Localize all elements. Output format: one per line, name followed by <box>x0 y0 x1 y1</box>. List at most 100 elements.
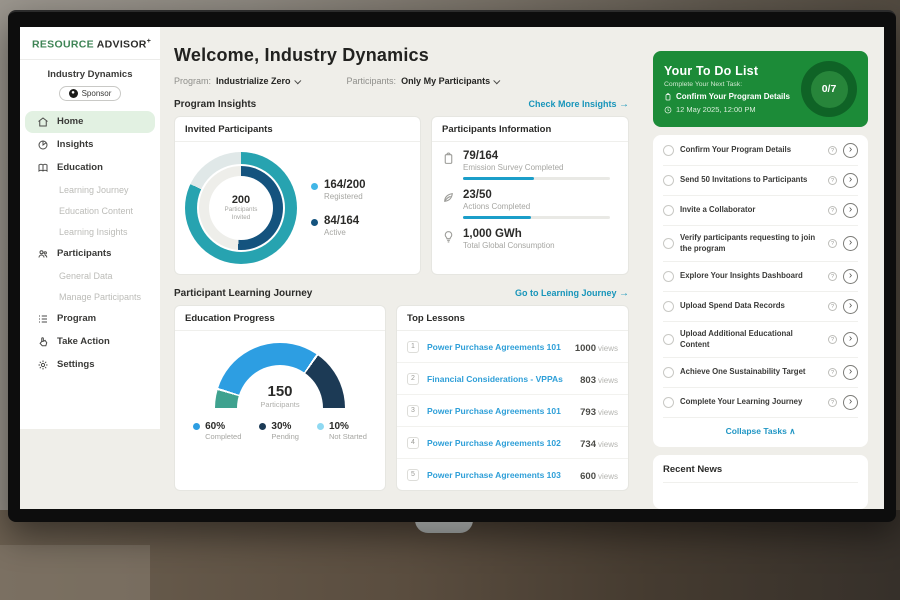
sidebar-item-insights[interactable]: Insights <box>25 134 155 156</box>
monitor-stand <box>415 520 473 533</box>
education-gauge-chart: 150 Participants <box>215 343 345 409</box>
lesson-link[interactable]: Power Purchase Agreements 101 <box>427 405 561 416</box>
sponsor-badge[interactable]: ● Sponsor <box>58 85 122 101</box>
chevron-down-icon <box>293 76 301 84</box>
lesson-row[interactable]: 1 Power Purchase Agreements 101 1000 view… <box>397 331 628 363</box>
sidebar-item-take-action[interactable]: Take Action <box>25 331 155 353</box>
todo-item[interactable]: Confirm Your Program Details ? › <box>663 136 858 166</box>
go-to-learning-journey-link[interactable]: Go to Learning Journey → <box>514 288 629 299</box>
todo-item[interactable]: Complete Your Learning Journey ? › <box>663 388 858 419</box>
lesson-link[interactable]: Power Purchase Agreements 103 <box>427 469 561 480</box>
sidebar-item-education[interactable]: Education <box>25 157 155 179</box>
chevron-right-button[interactable]: › <box>843 332 858 348</box>
legend-item-active: 84/164 Active <box>311 215 366 237</box>
todo-item-label: Upload Spend Data Records <box>680 301 785 311</box>
sidebar-item-learning-journey[interactable]: Learning Journey <box>59 184 129 195</box>
chevron-right-button[interactable]: › <box>843 269 858 285</box>
collapse-tasks-link[interactable]: Collapse Tasks ∧ <box>725 426 796 437</box>
chevron-right-button[interactable]: › <box>843 143 858 158</box>
list-icon <box>37 313 49 325</box>
lesson-row[interactable]: 2 Financial Considerations - VPPAs 803 vi… <box>397 363 628 395</box>
stat-value: 79/164 <box>463 150 499 162</box>
checkbox[interactable] <box>663 334 674 346</box>
stat-global-consumption: 1,000 GWh Total Global Consumption <box>442 228 616 250</box>
pie-chart-icon <box>37 139 49 151</box>
sponsor-badge-icon: ● <box>68 88 78 98</box>
lesson-rank: 4 <box>407 436 419 449</box>
arrow-right-icon: → <box>619 288 629 299</box>
sidebar-item-home[interactable]: Home <box>25 110 155 133</box>
lesson-link[interactable]: Financial Considerations - VPPAs <box>427 373 563 384</box>
todo-item[interactable]: Upload Spend Data Records ? › <box>663 292 858 323</box>
help-icon[interactable]: ? <box>828 272 837 282</box>
help-icon[interactable]: ? <box>828 239 837 249</box>
lesson-views-label: views <box>597 343 618 353</box>
help-icon[interactable]: ? <box>828 335 837 345</box>
sidebar: RESOURCE ADVISOR+ Industry Dynamics ● Sp… <box>20 27 160 509</box>
todo-due-date: 12 May 2025, 12:00 PM <box>676 105 756 114</box>
help-icon[interactable]: ? <box>828 398 837 408</box>
help-icon[interactable]: ? <box>828 176 837 185</box>
todo-item[interactable]: Upload Additional Educational Content ? … <box>663 322 858 359</box>
chevron-right-button[interactable]: › <box>843 365 858 381</box>
sidebar-item-manage-participants[interactable]: Manage Participants <box>59 291 142 302</box>
stat-label: Emission Survey Completed <box>463 163 564 172</box>
chevron-up-icon: ∧ <box>789 426 796 437</box>
lesson-row[interactable]: 5 Power Purchase Agreements 103 600 views <box>397 459 628 490</box>
checkbox[interactable] <box>663 397 674 409</box>
donut-center-label: Participants Invited <box>224 205 258 221</box>
participants-dropdown[interactable]: Participants: Only My Participants <box>347 76 501 86</box>
checkbox[interactable] <box>663 367 674 379</box>
sidebar-item-learning-insights[interactable]: Learning Insights <box>59 226 128 237</box>
sidebar-item-label: Insights <box>57 139 94 150</box>
check-more-insights-link[interactable]: Check More Insights → <box>528 99 629 110</box>
checkbox[interactable] <box>663 238 674 250</box>
sidebar-item-program[interactable]: Program <box>25 308 155 330</box>
checkbox[interactable] <box>663 145 674 156</box>
chevron-right-button[interactable]: › <box>843 203 858 218</box>
participants-dropdown-label: Participants: <box>346 76 397 86</box>
clock-icon <box>664 106 672 113</box>
help-icon[interactable]: ? <box>828 368 837 378</box>
sidebar-item-general-data[interactable]: General Data <box>59 270 113 281</box>
stat-progress-fill <box>463 177 534 180</box>
sidebar-item-settings[interactable]: Settings <box>25 354 155 376</box>
lesson-row[interactable]: 4 Power Purchase Agreements 102 734 views <box>397 427 628 459</box>
filters-row: Program: Industrialize Zero Participants… <box>174 76 629 86</box>
todo-item[interactable]: Verify participants requesting to join t… <box>663 226 858 263</box>
todo-item[interactable]: Invite a Collaborator ? › <box>663 196 858 226</box>
invited-participants-title: Invited Participants <box>175 117 420 142</box>
stat-value: 1,000 GWh <box>463 228 522 240</box>
chevron-right-button[interactable]: › <box>843 395 858 411</box>
logo-primary: RESOURCE <box>32 38 94 51</box>
participants-dropdown-value: Only My Participants <box>401 76 491 86</box>
chevron-right-button[interactable]: › <box>843 299 858 315</box>
hand-pointer-icon <box>37 336 49 348</box>
checkbox[interactable] <box>663 271 674 283</box>
sidebar-item-education-content[interactable]: Education Content <box>59 205 134 216</box>
help-icon[interactable]: ? <box>828 146 837 155</box>
todo-item[interactable]: Send 50 Invitations to Participants ? › <box>663 166 858 196</box>
checkbox[interactable] <box>663 205 674 216</box>
chevron-right-button[interactable]: › <box>843 173 858 188</box>
todo-item[interactable]: Achieve One Sustainability Target ? › <box>663 358 858 389</box>
sidebar-item-participants[interactable]: Participants <box>25 243 155 265</box>
help-icon[interactable]: ? <box>828 302 837 312</box>
chevron-right-button[interactable]: › <box>843 236 858 252</box>
lesson-link[interactable]: Power Purchase Agreements 102 <box>427 437 561 448</box>
recent-news-title: Recent News <box>663 464 858 484</box>
todo-item[interactable]: Explore Your Insights Dashboard ? › <box>663 262 858 293</box>
program-dropdown-label: Program: <box>174 76 212 86</box>
program-dropdown[interactable]: Program: Industrialize Zero <box>174 76 301 86</box>
checkbox[interactable] <box>663 301 674 313</box>
help-icon[interactable]: ? <box>828 206 837 215</box>
logo-secondary: ADVISOR <box>96 38 147 51</box>
gear-icon <box>37 359 49 371</box>
stat-value: 23/50 <box>463 189 492 201</box>
lesson-row[interactable]: 3 Power Purchase Agreements 101 793 views <box>397 395 628 427</box>
clipboard-icon <box>442 152 455 180</box>
checkbox[interactable] <box>663 175 674 186</box>
book-icon <box>37 162 49 174</box>
education-progress-title: Education Progress <box>175 306 385 331</box>
lesson-link[interactable]: Power Purchase Agreements 101 <box>427 341 561 352</box>
